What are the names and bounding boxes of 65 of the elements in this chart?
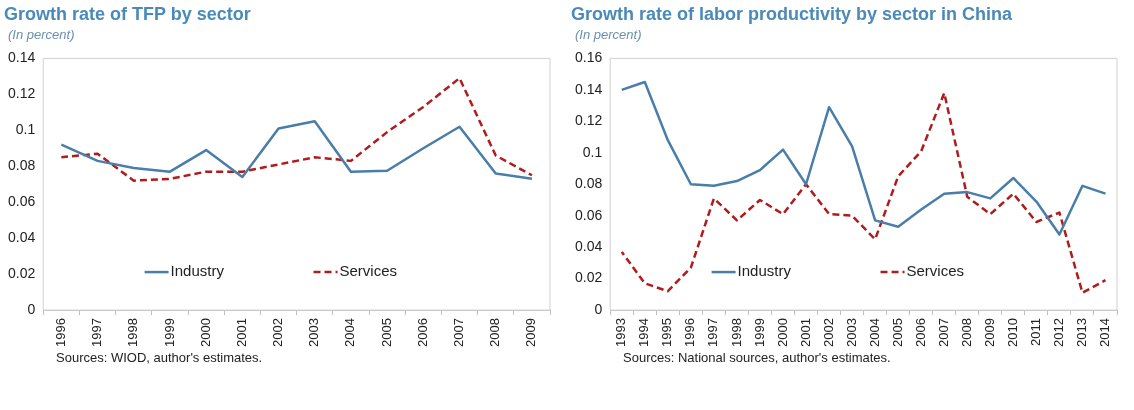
chart-title: Growth rate of TFP by sector <box>4 4 252 25</box>
y-tick-label: 0 <box>27 300 36 317</box>
y-tick-label: 0.14 <box>8 49 36 66</box>
x-tick-label: 2008 <box>487 318 503 347</box>
x-tick-label: 2003 <box>843 318 859 347</box>
x-tick-label: 2006 <box>414 318 430 347</box>
x-tick-label: 2000 <box>774 318 790 347</box>
x-tick-label: 2007 <box>935 318 951 347</box>
x-tick-label: 2006 <box>912 318 928 347</box>
x-tick-label: 2010 <box>1004 318 1020 347</box>
x-tick-label: 1993 <box>613 318 629 347</box>
legend-label: Services <box>339 262 398 280</box>
y-tick-label: 0.02 <box>8 264 36 281</box>
x-tick-label: 2011 <box>1027 318 1043 347</box>
x-tick-label: 2002 <box>270 318 286 347</box>
line-series <box>620 91 1107 295</box>
x-tick-label: 2012 <box>1050 318 1066 347</box>
x-tick-label: 1999 <box>751 318 767 347</box>
y-tick-label: 0.12 <box>575 112 603 129</box>
x-tick-label: 1996 <box>52 318 68 347</box>
x-tick-label: 2005 <box>889 318 905 347</box>
y-tick-label: 0.08 <box>575 175 603 192</box>
x-tick-label: 1995 <box>659 318 675 347</box>
y-tick-label: 0.14 <box>575 80 603 97</box>
x-tick-label: 1999 <box>161 318 177 347</box>
x-tick-label: 2009 <box>981 318 997 347</box>
x-tick-label: 2009 <box>523 318 539 347</box>
x-tick-label: 2001 <box>797 318 813 347</box>
source-note: Sources: WIOD, author's estimates. <box>56 350 264 365</box>
legend-label: Services <box>906 262 965 280</box>
x-tick-label: 2008 <box>958 318 974 347</box>
y-tick-label: 0.08 <box>8 157 36 174</box>
line-series <box>60 76 534 182</box>
x-tick-label: 2004 <box>866 318 882 347</box>
x-tick-label: 1997 <box>89 318 105 347</box>
x-tick-label: 2005 <box>378 318 394 347</box>
x-tick-label: 2013 <box>1074 318 1090 347</box>
x-tick-label: 2014 <box>1097 318 1113 347</box>
y-tick-label: 0.06 <box>8 193 36 210</box>
y-tick-label: 0.06 <box>575 206 603 223</box>
x-tick-label: 2001 <box>233 318 249 347</box>
chart-subtitle: (In percent) <box>8 27 76 42</box>
x-tick-label: 2000 <box>197 318 213 347</box>
x-tick-label: 2007 <box>451 318 467 347</box>
legend-label: Industry <box>170 262 225 280</box>
y-tick-label: 0 <box>594 300 603 317</box>
x-tick-label: 2004 <box>342 318 358 347</box>
y-tick-label: 0.16 <box>575 49 603 66</box>
x-tick-label: 1997 <box>705 318 721 347</box>
legend-label: Industry <box>737 262 792 280</box>
x-tick-label: 1998 <box>125 318 141 347</box>
y-tick-label: 0.02 <box>575 269 603 286</box>
y-tick-label: 0.04 <box>575 238 603 255</box>
y-tick-label: 0.04 <box>8 229 36 246</box>
x-tick-label: 2002 <box>820 318 836 347</box>
y-tick-label: 0.1 <box>15 121 36 138</box>
chart-title: Growth rate of labor productivity by sector in China <box>571 4 1014 25</box>
x-tick-label: 1996 <box>682 318 698 347</box>
x-tick-label: 2003 <box>306 318 322 347</box>
y-tick-label: 0.1 <box>582 143 603 160</box>
x-tick-label: 1994 <box>636 318 652 347</box>
y-tick-label: 0.12 <box>8 85 36 102</box>
x-tick-label: 1998 <box>728 318 744 347</box>
source-note: Sources: National sources, author's estimates. <box>623 350 892 365</box>
chart-subtitle: (In percent) <box>575 27 643 42</box>
